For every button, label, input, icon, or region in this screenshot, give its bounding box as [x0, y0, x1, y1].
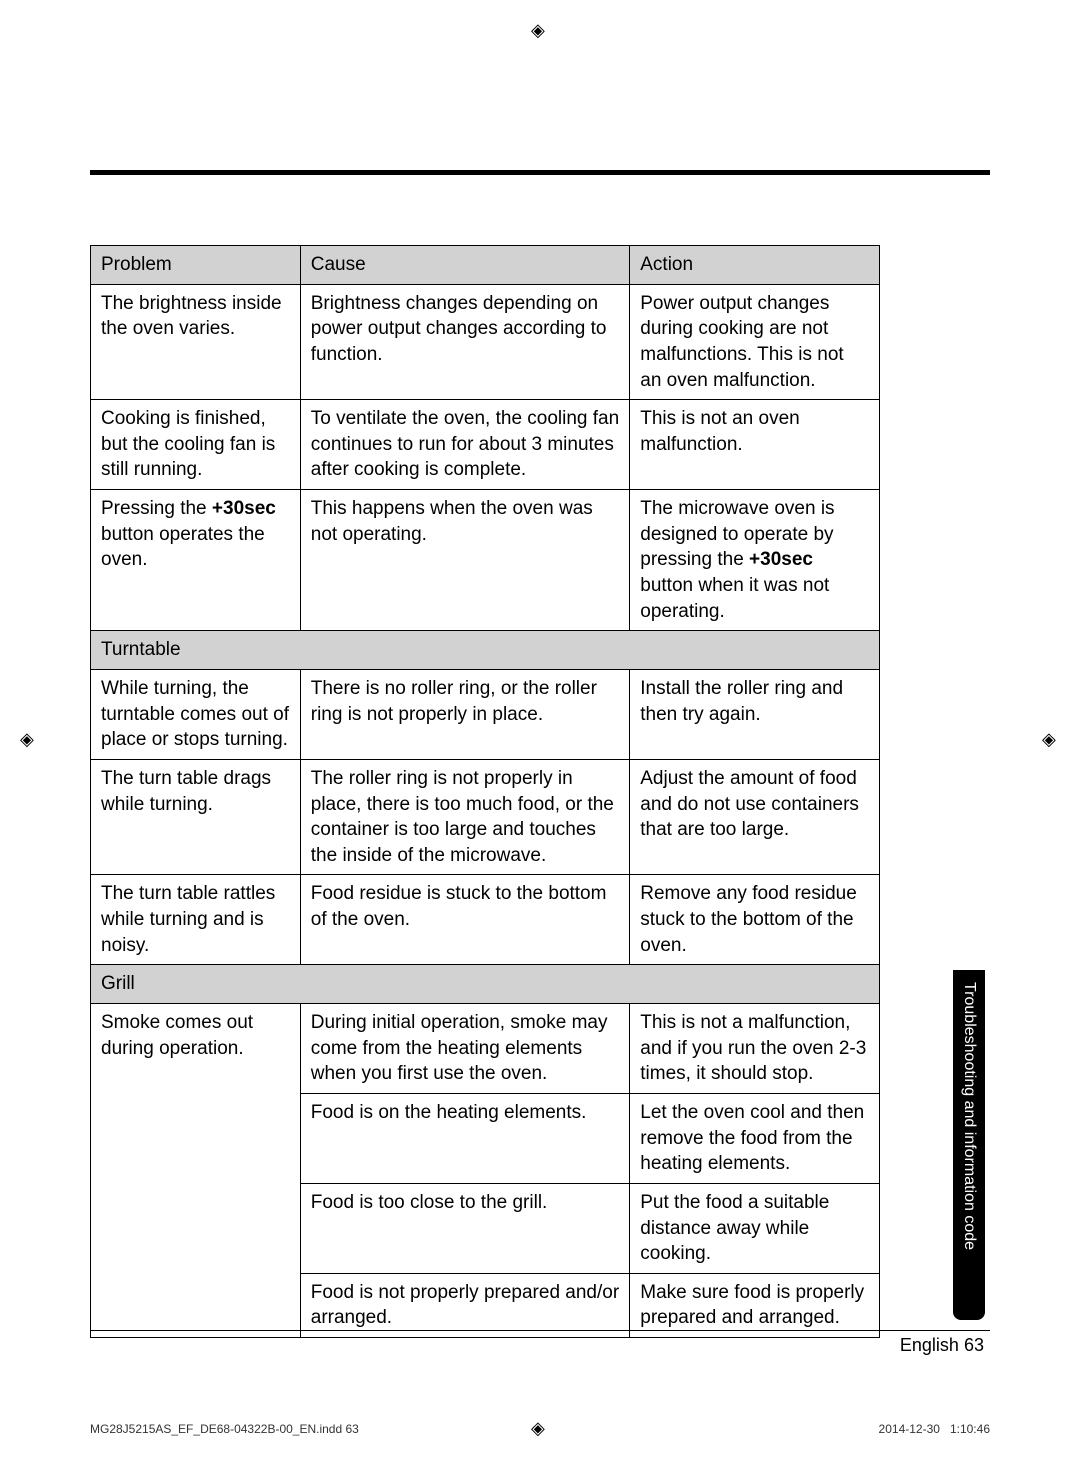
registration-mark-top: ◈ [531, 20, 549, 38]
table-row: Cooking is finished, but the cooling fan… [91, 400, 880, 490]
cell-cause: Food is not properly prepared and/or arr… [300, 1273, 630, 1337]
table-row: The turn table rattles while turning and… [91, 875, 880, 965]
header-problem: Problem [91, 246, 301, 285]
table-row: The turn table drags while turning. The … [91, 759, 880, 875]
table-row: While turning, the turntable comes out o… [91, 669, 880, 759]
registration-mark-right: ◈ [1042, 729, 1060, 747]
footer-page-number: 63 [964, 1335, 984, 1355]
cell-cause: The roller ring is not properly in place… [300, 759, 630, 875]
cell-action: Power output changes during cooking are … [630, 284, 880, 400]
page-content: Problem Cause Action The brightness insi… [90, 170, 990, 1338]
troubleshooting-table: Problem Cause Action The brightness insi… [90, 245, 880, 1338]
cell-action: Remove any food residue stuck to the bot… [630, 875, 880, 965]
footer-language: English [900, 1335, 959, 1355]
table-header-row: Problem Cause Action [91, 246, 880, 285]
side-tab: Troubleshooting and information code [953, 970, 985, 1320]
cell-cause: Food is too close to the grill. [300, 1183, 630, 1273]
header-cause: Cause [300, 246, 630, 285]
header-action: Action [630, 246, 880, 285]
registration-mark-left: ◈ [20, 729, 38, 747]
cell-action: Let the oven cool and then remove the fo… [630, 1093, 880, 1183]
cell-problem: While turning, the turntable comes out o… [91, 669, 301, 759]
cell-problem: The brightness inside the oven varies. [91, 284, 301, 400]
cell-action: Make sure food is properly prepared and … [630, 1273, 880, 1337]
cell-cause: To ventilate the oven, the cooling fan c… [300, 400, 630, 490]
cell-action: Put the food a suitable distance away wh… [630, 1183, 880, 1273]
cell-problem: Cooking is finished, but the cooling fan… [91, 400, 301, 490]
print-info: MG28J5215AS_EF_DE68-04322B-00_EN.indd 63… [90, 1422, 990, 1436]
cell-problem: Pressing the +30sec button operates the … [91, 490, 301, 631]
cell-problem: The turn table rattles while turning and… [91, 875, 301, 965]
cell-action: Install the roller ring and then try aga… [630, 669, 880, 759]
cell-cause: During initial operation, smoke may come… [300, 1004, 630, 1094]
section-row-grill: Grill [91, 965, 880, 1004]
section-label: Grill [91, 965, 880, 1004]
cell-cause: Food residue is stuck to the bottom of t… [300, 875, 630, 965]
table-row: Pressing the +30sec button operates the … [91, 490, 880, 631]
cell-cause: Food is on the heating elements. [300, 1093, 630, 1183]
cell-action: This is not an oven malfunction. [630, 400, 880, 490]
page-footer: English 63 [90, 1330, 990, 1356]
cell-cause: Brightness changes depending on power ou… [300, 284, 630, 400]
table-row: Smoke comes out during operation. During… [91, 1004, 880, 1094]
cell-cause: There is no roller ring, or the roller r… [300, 669, 630, 759]
print-datetime: 2014-12-30 1:10:46 [879, 1422, 990, 1436]
section-label: Turntable [91, 631, 880, 670]
side-tab-label: Troubleshooting and information code [960, 982, 978, 1250]
section-row-turntable: Turntable [91, 631, 880, 670]
print-filename: MG28J5215AS_EF_DE68-04322B-00_EN.indd 63 [90, 1422, 359, 1436]
cell-cause: This happens when the oven was not opera… [300, 490, 630, 631]
cell-problem: Smoke comes out during operation. [91, 1004, 301, 1338]
header-rule [90, 170, 990, 175]
cell-action: Adjust the amount of food and do not use… [630, 759, 880, 875]
table-row: The brightness inside the oven varies. B… [91, 284, 880, 400]
cell-action: The microwave oven is designed to operat… [630, 490, 880, 631]
cell-action: This is not a malfunction, and if you ru… [630, 1004, 880, 1094]
cell-problem: The turn table drags while turning. [91, 759, 301, 875]
